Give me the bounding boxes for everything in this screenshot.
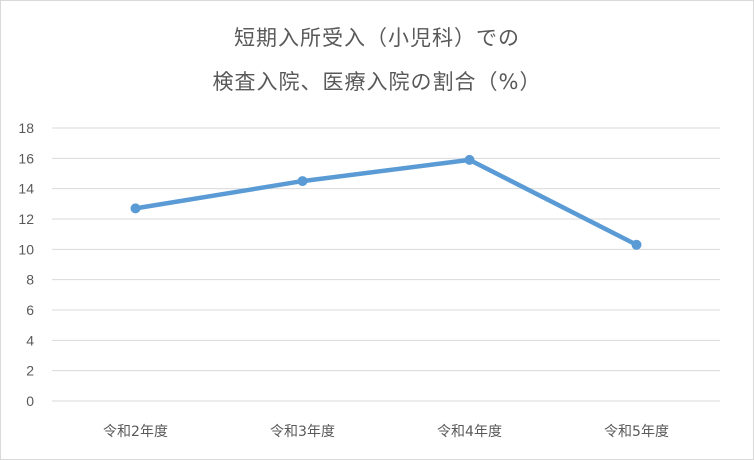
chart-title-line-2: 検査入院、医療入院の割合（%）	[212, 70, 542, 94]
data-point-0-2	[464, 154, 475, 165]
y-tick-label-0: 0	[26, 393, 34, 409]
series-line-0	[133, 157, 639, 248]
x-tick-label-0: 令和2年度	[103, 424, 168, 440]
y-tick-label-5: 10	[18, 241, 34, 257]
y-tick-label-6: 12	[18, 211, 34, 227]
data-point-0-0	[130, 203, 141, 214]
data-point-0-3	[631, 239, 642, 250]
y-tick-label-9: 18	[18, 120, 34, 136]
y-tick-label-2: 4	[26, 332, 34, 348]
x-tick-label-1: 令和3年度	[270, 424, 335, 440]
y-tick-label-3: 6	[26, 302, 34, 318]
chart-title-line-1: 短期入所受入（小児科）での	[234, 26, 520, 50]
x-tick-label-3: 令和5年度	[604, 424, 669, 440]
y-tick-label-1: 2	[26, 363, 34, 379]
x-tick-label-2: 令和4年度	[437, 424, 502, 440]
data-point-0-1	[297, 176, 308, 187]
y-tick-label-7: 14	[18, 181, 34, 197]
y-tick-label-4: 8	[26, 272, 34, 288]
y-tick-label-8: 16	[18, 150, 34, 166]
